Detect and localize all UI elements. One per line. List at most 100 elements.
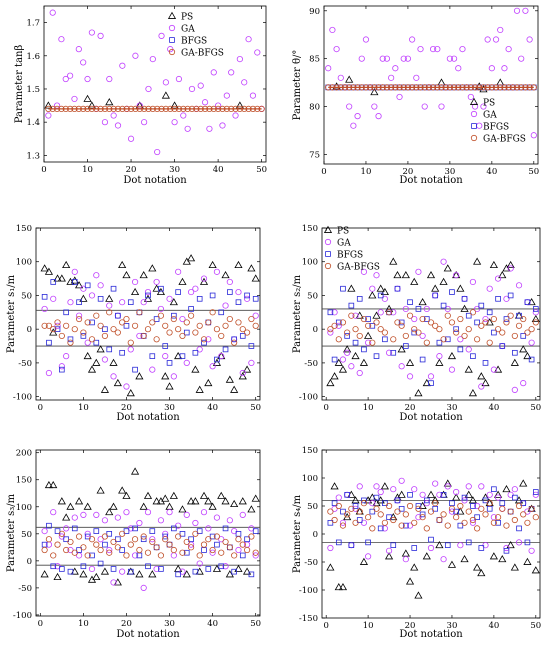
data-point-bfgs — [179, 353, 186, 359]
data-point-bfgs — [348, 542, 355, 548]
data-point-ga-bfgs — [157, 552, 165, 559]
data-point-ga-bfgs — [157, 312, 165, 319]
data-point-ga — [406, 522, 414, 529]
data-point-ps — [70, 276, 79, 284]
data-point-ga-bfgs — [469, 516, 477, 524]
data-point-ga — [448, 366, 456, 373]
chart-panel-4: 0 10 20 30 40 50 -100 -50 0 50 100 150 Dot notation P… — [292, 224, 541, 423]
data-point-ga — [206, 125, 213, 132]
data-point-bfgs — [352, 339, 359, 346]
data-point-bfgs — [352, 503, 359, 509]
data-point-ga-bfgs — [532, 319, 539, 326]
data-point-bfgs — [183, 329, 190, 336]
data-point-ps — [195, 385, 204, 393]
data-point-ps — [247, 505, 256, 513]
data-point-ga — [241, 79, 248, 86]
data-point-ga — [344, 349, 351, 356]
data-point-ga — [97, 32, 104, 39]
data-point-ga — [114, 514, 121, 521]
data-point-bfgs — [149, 353, 156, 359]
data-point-ga — [179, 315, 186, 323]
data-point-ga-bfgs — [183, 319, 190, 326]
data-point-ga — [127, 135, 135, 142]
data-point-ps — [234, 260, 243, 269]
y-tick-label: 1.6 — [26, 52, 40, 62]
data-point-bfgs — [179, 531, 186, 537]
data-point-ps — [247, 264, 256, 272]
data-point-ga — [333, 45, 340, 53]
y-tick-label: 200 — [16, 449, 32, 459]
data-point-ps — [230, 499, 239, 508]
data-point-ps — [238, 497, 247, 505]
legend-marker-ga-bfgs — [470, 134, 478, 142]
data-point-ga — [166, 509, 173, 516]
data-point-ga — [71, 514, 78, 521]
data-point-ps — [531, 566, 540, 574]
data-point-ga — [432, 292, 439, 299]
x-tick-label: 40 — [213, 165, 224, 175]
data-point-ga — [503, 295, 510, 302]
legend-marker-bfgs — [325, 251, 331, 257]
data-point-bfgs — [84, 533, 91, 540]
data-point-ps — [464, 490, 473, 498]
data-point-ga — [248, 359, 255, 367]
data-point-ga — [362, 36, 370, 43]
data-point-bfgs — [335, 539, 342, 546]
data-point-bfgs — [50, 279, 57, 285]
data-point-ga — [235, 288, 242, 296]
y-tick-label: 1.4 — [26, 118, 40, 128]
data-point-ga-bfgs — [453, 514, 460, 521]
data-point-ga — [101, 356, 109, 363]
y-axis-title: Parameter s₃/m — [6, 493, 17, 572]
data-point-ps — [238, 372, 247, 380]
x-tick-label: 20 — [121, 403, 132, 413]
data-point-bfgs — [382, 336, 388, 343]
data-point-ga — [123, 509, 130, 516]
data-point-ga — [356, 369, 363, 377]
data-point-bfgs — [390, 349, 397, 356]
data-point-ga — [80, 511, 87, 518]
data-point-bfgs — [331, 356, 338, 363]
data-point-bfgs — [507, 292, 514, 299]
series-ga — [327, 258, 539, 393]
data-point-ga-bfgs — [192, 530, 199, 537]
data-point-ga — [149, 366, 156, 373]
data-point-ga — [411, 315, 418, 323]
data-point-ga-bfgs — [58, 332, 65, 340]
x-tick-label: 20 — [405, 403, 416, 413]
data-point-bfgs — [453, 508, 459, 515]
data-point-ga — [171, 119, 178, 126]
data-point-ps — [109, 358, 118, 366]
data-point-ga — [245, 36, 252, 43]
data-point-ps — [49, 480, 58, 489]
data-point-ga — [84, 339, 91, 346]
data-point-ga — [528, 547, 535, 554]
y-tick-label: 100 — [16, 258, 32, 268]
plot-frame — [323, 5, 539, 165]
data-point-bfgs — [205, 566, 212, 572]
data-point-ps — [401, 549, 410, 557]
data-point-ps — [105, 98, 114, 106]
data-point-bfgs — [231, 568, 237, 575]
data-point-bfgs — [449, 500, 455, 506]
data-point-ga — [101, 119, 109, 126]
data-point-ps — [359, 358, 369, 366]
data-point-ga — [392, 65, 399, 72]
data-point-ga — [453, 272, 460, 279]
data-point-ga — [201, 99, 209, 106]
data-point-bfgs — [491, 486, 497, 492]
data-point-bfgs — [252, 296, 259, 302]
data-point-ga-bfgs — [503, 319, 510, 326]
data-point-ga-bfgs — [339, 522, 347, 529]
data-point-ps — [79, 294, 88, 302]
data-point-ga-bfgs — [179, 332, 186, 340]
x-tick-label: 0 — [38, 403, 43, 413]
data-point-bfgs — [188, 536, 194, 543]
data-point-bfgs — [503, 548, 510, 554]
data-point-bfgs — [171, 525, 177, 532]
data-point-ps — [519, 345, 528, 353]
data-point-ga — [101, 517, 109, 524]
data-point-bfgs — [453, 326, 459, 332]
data-point-ps — [380, 482, 389, 490]
data-point-ga-bfgs — [486, 339, 493, 346]
